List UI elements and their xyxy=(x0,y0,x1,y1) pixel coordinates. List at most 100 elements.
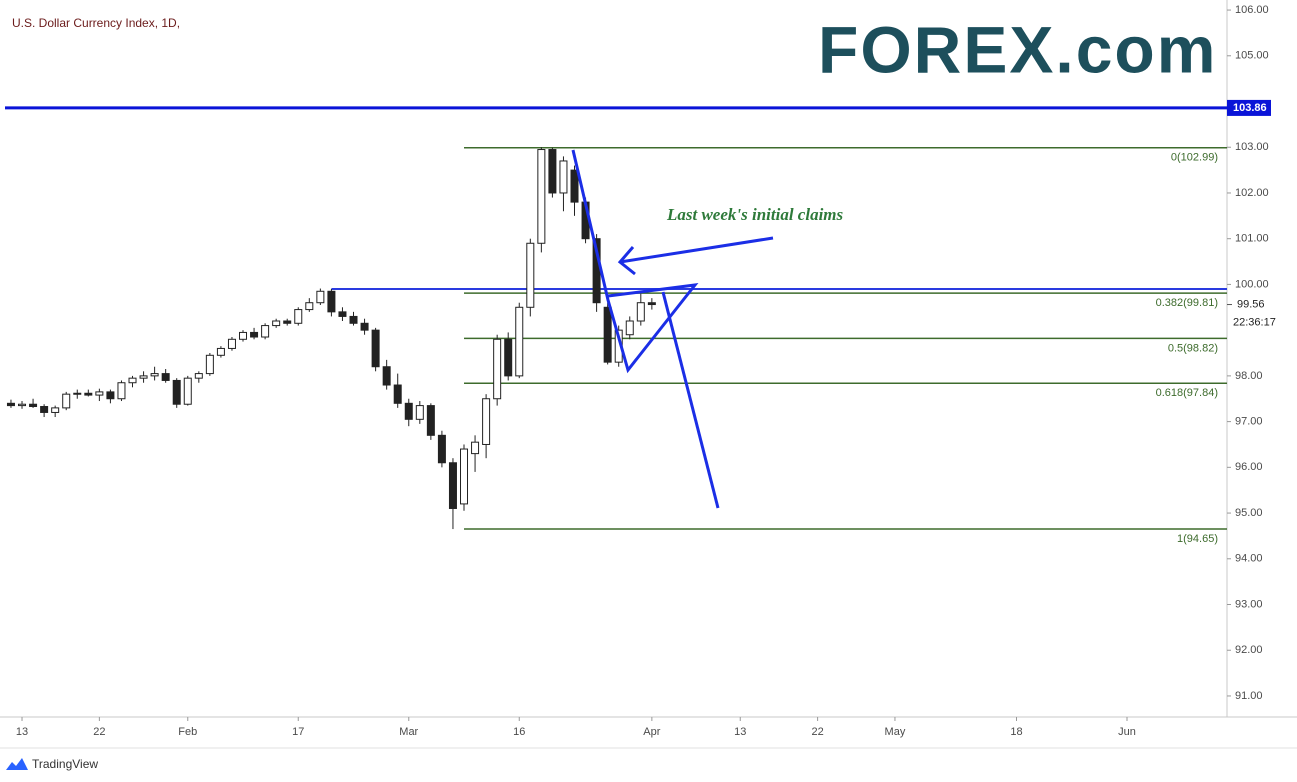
candle-body xyxy=(570,169,579,203)
candle-body xyxy=(625,320,634,336)
candle-body xyxy=(371,329,380,368)
x-tick-label: May xyxy=(885,726,906,738)
candle-body xyxy=(493,338,502,400)
candle-body xyxy=(415,405,424,420)
y-tick-label: 106.00 xyxy=(1235,4,1269,16)
candle-body xyxy=(426,405,435,436)
x-tick-label: Mar xyxy=(399,726,418,738)
candle-body xyxy=(636,302,645,322)
y-tick-label: 101.00 xyxy=(1235,233,1269,245)
y-tick-label: 92.00 xyxy=(1235,644,1263,656)
x-tick-label: 17 xyxy=(292,726,304,738)
y-tick-label: 98.00 xyxy=(1235,370,1263,382)
y-tick-label: 105.00 xyxy=(1235,50,1269,62)
x-tick-label: Jun xyxy=(1118,726,1136,738)
candle-body xyxy=(559,160,568,194)
candle-body xyxy=(205,354,214,375)
candle-body xyxy=(393,384,402,404)
y-tick-label: 93.00 xyxy=(1235,598,1263,610)
x-tick-label: 22 xyxy=(93,726,105,738)
candle-body xyxy=(227,338,236,349)
candle-body xyxy=(316,290,325,304)
drawn-projection xyxy=(661,291,720,509)
candle-body xyxy=(18,403,27,407)
plot-layer xyxy=(5,106,1227,530)
y-tick-label: 102.00 xyxy=(1235,187,1269,199)
chart-title: U.S. Dollar Currency Index, 1D, xyxy=(12,16,180,30)
candle-body xyxy=(172,379,181,405)
x-tick-label: 18 xyxy=(1010,726,1022,738)
candle-body xyxy=(161,373,170,381)
candle-body xyxy=(250,331,259,338)
y-tick-label: 94.00 xyxy=(1235,553,1263,565)
tv-icon xyxy=(6,758,28,770)
candle-body xyxy=(150,373,159,377)
candle-body xyxy=(404,402,413,420)
candle-body xyxy=(460,448,469,505)
candle-body xyxy=(128,377,137,384)
candle-body xyxy=(360,322,369,331)
candle-body xyxy=(95,391,104,396)
candle-body xyxy=(239,331,248,340)
candle-body xyxy=(482,398,491,445)
x-tick-label: 13 xyxy=(16,726,28,738)
price-badge xyxy=(1227,99,1271,116)
candle-body xyxy=(194,373,203,379)
tradingview-logo: TradingView xyxy=(6,757,98,771)
x-tick-label: Apr xyxy=(643,726,660,738)
candle-body xyxy=(283,320,292,324)
candle-body xyxy=(327,290,336,313)
y-tick-label: 96.00 xyxy=(1235,461,1263,473)
candle-body xyxy=(526,242,535,308)
drawings xyxy=(571,149,774,509)
candle-body xyxy=(448,462,457,509)
candle-body xyxy=(139,375,148,379)
y-tick-label: 95.00 xyxy=(1235,507,1263,519)
y-tick-label: 97.00 xyxy=(1235,416,1263,428)
drawn-triangle xyxy=(571,149,699,374)
x-tick-label: 16 xyxy=(513,726,525,738)
fib-label: 0.382(99.81) xyxy=(1156,297,1218,309)
candle-body xyxy=(84,392,93,396)
candle-body xyxy=(603,306,612,363)
candle-body xyxy=(6,402,15,407)
candle-body xyxy=(106,391,115,400)
candle-body xyxy=(471,441,480,455)
x-tick-label: Feb xyxy=(178,726,197,738)
candle-body xyxy=(216,347,225,356)
fib-label: 1(94.65) xyxy=(1177,533,1218,545)
annotation: Last week's initial claims xyxy=(666,205,844,224)
candle-body xyxy=(382,366,391,386)
candle-body xyxy=(515,306,524,377)
y-tick-label: 103.00 xyxy=(1235,141,1269,153)
candle-body xyxy=(537,149,546,244)
candle-body xyxy=(183,377,192,405)
candle-body xyxy=(437,434,446,464)
candle-body xyxy=(338,311,347,317)
candle-body xyxy=(504,338,513,377)
last-price-label: 99.56 xyxy=(1237,298,1265,310)
x-tick-label: 13 xyxy=(734,726,746,738)
y-tick-label: 100.00 xyxy=(1235,278,1269,290)
price-badge-label: 103.86 xyxy=(1233,102,1267,114)
candle-body xyxy=(349,315,358,324)
candle-body xyxy=(117,382,126,400)
candle-body xyxy=(294,309,303,324)
y-tick-label: 91.00 xyxy=(1235,690,1263,702)
candle-body xyxy=(62,393,71,409)
candle-body xyxy=(29,403,38,408)
fib-label: 0(102.99) xyxy=(1171,152,1218,164)
footer-text: TradingView xyxy=(32,757,98,771)
candle-body xyxy=(647,302,656,306)
candle-body xyxy=(272,320,281,327)
countdown: 22:36:17 xyxy=(1233,316,1276,328)
fib-label: 0.618(97.84) xyxy=(1156,387,1218,399)
candle-body xyxy=(305,302,314,311)
candle-body xyxy=(51,407,60,413)
logo: FOREX.com xyxy=(818,12,1217,86)
candle-body xyxy=(73,392,82,395)
drawn-arrow xyxy=(619,236,774,264)
candle-body xyxy=(261,325,270,338)
